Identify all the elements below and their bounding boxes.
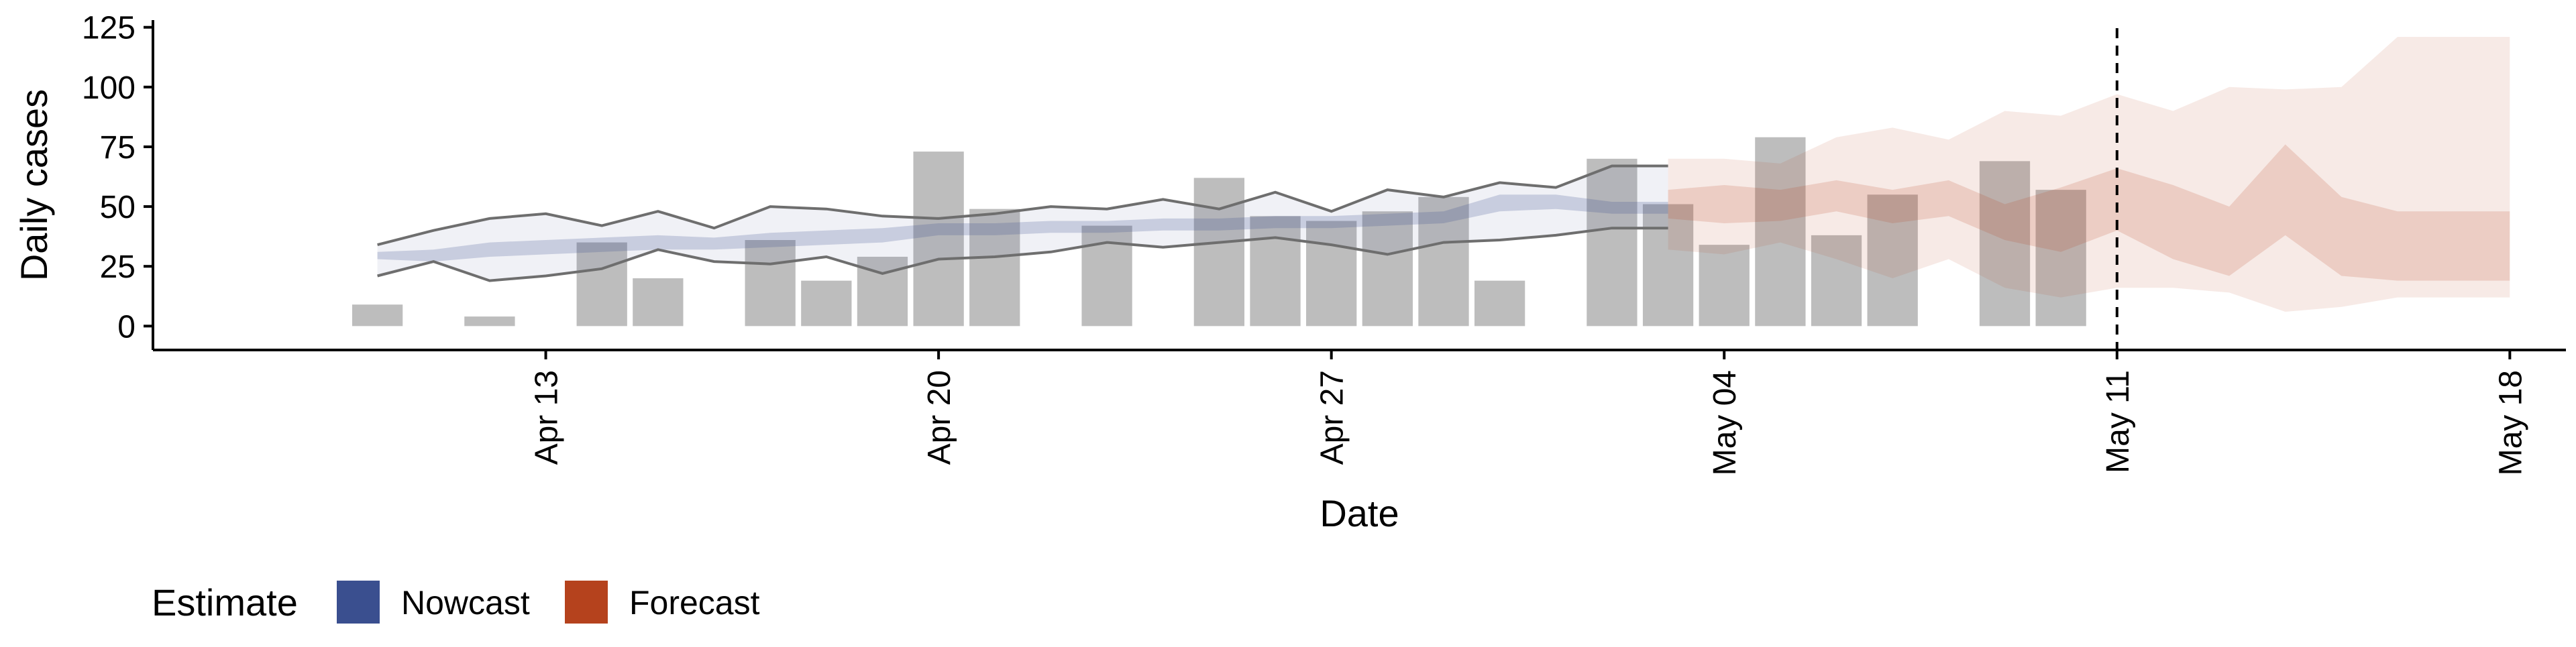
x-axis-title: Date xyxy=(1320,492,1399,534)
y-tick-label-75: 75 xyxy=(100,130,136,166)
nowcast-lower-line xyxy=(377,227,1668,282)
bar-2020-04-15 xyxy=(633,278,684,327)
legend: Estimate Nowcast Forecast xyxy=(152,581,760,624)
bar-2020-04-21 xyxy=(969,209,1020,327)
bar-2020-04-27 xyxy=(1306,221,1357,327)
bar-2020-04-17 xyxy=(745,240,796,327)
legend-key-nowcast xyxy=(337,581,380,624)
bar-2020-04-25 xyxy=(1193,178,1245,327)
bar-2020-04-14 xyxy=(576,242,627,327)
legend-title: Estimate xyxy=(152,581,298,624)
bar-2020-04-28 xyxy=(1362,211,1413,327)
bar-2020-04-18 xyxy=(801,280,852,327)
x-ticks: Apr 13 Apr 20 Apr 27 May 04 May 11 May 18 xyxy=(529,350,2528,475)
forecast-inner-ribbon xyxy=(1668,144,2510,281)
y-axis-title: Daily cases xyxy=(13,89,55,281)
x-tick-label-Apr 20: Apr 20 xyxy=(922,370,957,465)
bar-2020-04-20 xyxy=(913,152,964,327)
lines-layer xyxy=(377,164,1668,282)
y-tick-label-100: 100 xyxy=(82,70,136,106)
y-ticks: 0 25 50 75 100 125 xyxy=(82,11,153,345)
y-tick-label-25: 25 xyxy=(100,249,136,285)
bar-2020-05-10 xyxy=(2035,190,2086,327)
legend-key-forecast xyxy=(565,581,608,624)
legend-label-nowcast: Nowcast xyxy=(401,584,530,622)
bar-2020-04-29 xyxy=(1418,196,1469,327)
bar-2020-05-04 xyxy=(1699,245,1750,327)
bar-2020-05-05 xyxy=(1755,137,1806,327)
x-tick-label-May 11: May 11 xyxy=(2100,370,2136,473)
y-tick-label-50: 50 xyxy=(100,190,136,225)
bars-layer xyxy=(352,137,2086,327)
forecast-outer-ribbon xyxy=(1668,37,2510,312)
x-tick-label-May 18: May 18 xyxy=(2493,370,2528,475)
bar-2020-05-06 xyxy=(1811,235,1862,327)
nowcast-outer-ribbon xyxy=(377,166,1668,281)
bar-2020-04-12 xyxy=(464,316,515,327)
bar-2020-04-10 xyxy=(352,304,403,327)
x-tick-label-May 04: May 04 xyxy=(1707,370,1743,475)
bar-2020-05-07 xyxy=(1867,194,1918,327)
nowcast-upper-line xyxy=(377,164,1668,247)
bar-2020-04-30 xyxy=(1474,280,1525,327)
legend-label-forecast: Forecast xyxy=(629,584,760,622)
x-tick-label-Apr 13: Apr 13 xyxy=(529,370,565,465)
ribbons-layer xyxy=(377,37,2510,312)
axes-layer xyxy=(152,20,2566,351)
bar-2020-05-03 xyxy=(1642,204,1694,327)
bar-2020-04-26 xyxy=(1250,216,1301,327)
bar-2020-05-09 xyxy=(1979,161,2031,327)
y-tick-label-125: 125 xyxy=(82,11,136,46)
bar-2020-05-02 xyxy=(1587,158,1638,327)
y-tick-label-0: 0 xyxy=(117,309,136,345)
x-tick-label-Apr 27: Apr 27 xyxy=(1315,370,1350,465)
nowcast-inner-ribbon xyxy=(377,194,1668,262)
